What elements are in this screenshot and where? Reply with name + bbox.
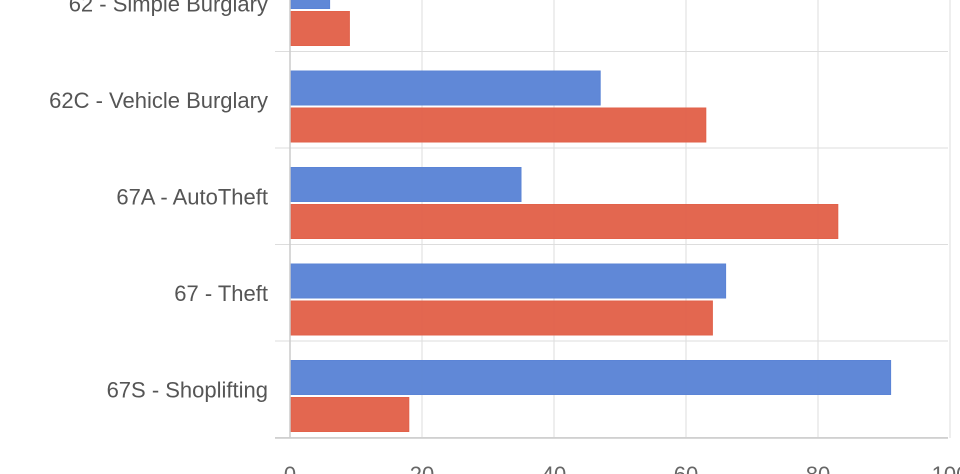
bar-series-2[interactable] — [290, 204, 839, 239]
category-labels: 62 - Simple Burglary 62C - Vehicle Burgla… — [49, 0, 268, 402]
bar-series-2[interactable] — [290, 397, 410, 432]
bar-series-2[interactable] — [290, 11, 350, 46]
bar-series-1[interactable] — [290, 70, 601, 106]
category-label: 67S - Shoplifting — [107, 377, 268, 402]
bar-series-1[interactable] — [290, 167, 522, 202]
category-label: 67A - AutoTheft — [116, 184, 268, 209]
bar-series-1[interactable] — [290, 263, 727, 299]
category-label: 62 - Simple Burglary — [69, 0, 268, 16]
x-tick-label: 0 — [284, 462, 296, 474]
x-tick-label: 60 — [674, 462, 698, 474]
x-tick-label: 20 — [410, 462, 434, 474]
category-label: 67 - Theft — [174, 281, 268, 306]
bar-series-2[interactable] — [290, 107, 707, 143]
x-tick-label: 80 — [806, 462, 830, 474]
bar-series-1[interactable] — [290, 0, 331, 9]
bar-series-1[interactable] — [290, 360, 892, 395]
x-tick-label: 40 — [542, 462, 566, 474]
bar-series-2[interactable] — [290, 300, 713, 336]
bars — [290, 0, 892, 432]
x-tick-labels: 0 20 40 60 80 100 — [284, 462, 960, 474]
axes — [275, 0, 948, 439]
category-label: 62C - Vehicle Burglary — [49, 88, 268, 113]
x-tick-label: 100 — [932, 462, 960, 474]
